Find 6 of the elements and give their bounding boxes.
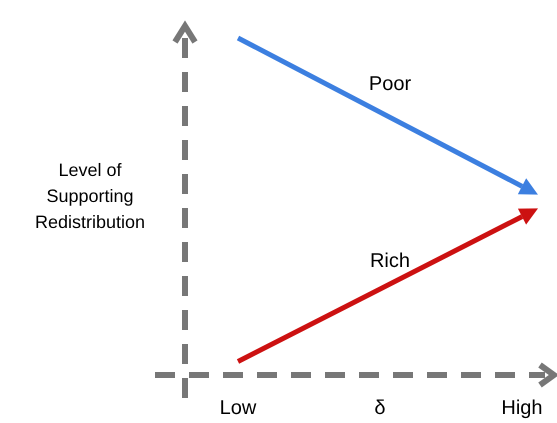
x-axis-title: δ: [374, 397, 386, 419]
x-tick-label: Low: [220, 397, 257, 419]
y-axis-title: Level of Supporting Redistribution: [34, 160, 146, 232]
x-tick-label: High: [501, 397, 543, 419]
series-label: Rich: [370, 250, 410, 272]
series-label: Poor: [368, 73, 412, 96]
